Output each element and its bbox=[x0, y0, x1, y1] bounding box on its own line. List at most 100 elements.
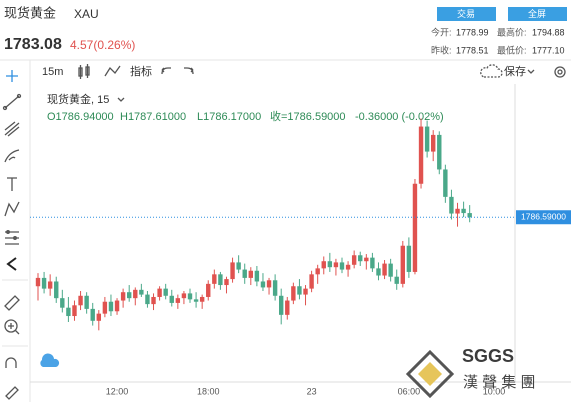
candle-body bbox=[212, 274, 217, 284]
fullscreen-button[interactable] bbox=[508, 7, 567, 21]
stat-value: 1794.88 bbox=[532, 27, 565, 37]
cloud-icon[interactable] bbox=[480, 64, 503, 78]
candle-body bbox=[236, 262, 241, 270]
cloud-badge bbox=[40, 353, 60, 367]
candle-body bbox=[133, 289, 138, 299]
stat-value: 1778.99 bbox=[456, 27, 489, 37]
candle-body bbox=[315, 268, 320, 275]
title-menu[interactable] bbox=[117, 97, 125, 102]
candle-body bbox=[291, 286, 296, 301]
candle-body bbox=[351, 255, 357, 265]
candle-body bbox=[206, 283, 211, 297]
candle-body bbox=[455, 208, 460, 214]
candle-body bbox=[66, 307, 71, 317]
fullscreen-button-label[interactable]: 全屏 bbox=[528, 8, 546, 19]
candle-body bbox=[260, 281, 266, 288]
candle-body bbox=[345, 264, 351, 270]
save-menu[interactable] bbox=[527, 69, 535, 74]
stat-value: 1777.10 bbox=[532, 45, 565, 55]
settings-button-center bbox=[557, 69, 563, 75]
redo-button[interactable] bbox=[184, 67, 194, 75]
candle-body bbox=[443, 169, 448, 197]
symbol-name: 现货黄金 bbox=[4, 5, 56, 20]
candle-body bbox=[102, 301, 108, 314]
save-button[interactable]: 保存 bbox=[504, 64, 526, 78]
candle-body bbox=[78, 295, 83, 306]
candle-body bbox=[327, 261, 333, 268]
candle-body bbox=[449, 196, 454, 214]
candle-body bbox=[145, 294, 150, 305]
candle-body bbox=[72, 305, 77, 317]
candle-body bbox=[467, 213, 472, 218]
ohlc-legend: O1786.94000 H1787.61000 L1786.17000 收=1786.… bbox=[47, 109, 444, 123]
candle-body bbox=[169, 295, 174, 303]
candle-body bbox=[394, 276, 399, 284]
interval-button[interactable]: 15m bbox=[42, 66, 63, 78]
x-tick-label: 23 bbox=[307, 386, 317, 396]
undo-button[interactable] bbox=[161, 67, 171, 75]
candle-body bbox=[321, 261, 326, 269]
candle-body bbox=[266, 280, 272, 288]
indicators-button[interactable]: 指标 bbox=[130, 64, 152, 78]
last-price-label: 1786.59000 bbox=[521, 211, 566, 221]
candle-body bbox=[406, 245, 412, 272]
candle-body bbox=[437, 134, 442, 170]
candle-body bbox=[382, 263, 387, 276]
candle-body bbox=[424, 126, 430, 152]
candle-body bbox=[272, 280, 278, 296]
legend-value: -0.36000 (-0.02%) bbox=[355, 111, 444, 123]
x-tick-label: 10:00 bbox=[483, 386, 506, 396]
candle-body bbox=[254, 270, 260, 282]
candle-body bbox=[84, 295, 89, 309]
watermark-company: 漢 聲 集 團 bbox=[463, 374, 536, 391]
candle-body bbox=[157, 288, 162, 297]
candle-body bbox=[181, 293, 187, 299]
candle-body bbox=[339, 262, 345, 270]
candle-body bbox=[187, 293, 193, 300]
candle-body bbox=[139, 289, 144, 295]
stat-value: 1778.51 bbox=[456, 45, 489, 55]
candle-body bbox=[431, 134, 436, 152]
x-tick-label: 12:00 bbox=[106, 386, 129, 396]
candle-body bbox=[47, 281, 53, 289]
trade-button[interactable] bbox=[437, 7, 496, 21]
candle-body bbox=[108, 301, 114, 312]
stat-label: 昨收: bbox=[431, 44, 452, 55]
candle-body bbox=[242, 269, 247, 278]
stat-label: 今开: bbox=[431, 26, 452, 37]
candle-body bbox=[358, 255, 363, 262]
drawing-tools[interactable] bbox=[2, 70, 22, 400]
candle-body bbox=[175, 298, 181, 303]
symbol-code: XAU bbox=[74, 7, 99, 21]
settings-button[interactable] bbox=[554, 66, 566, 78]
trade-button-label[interactable]: 交易 bbox=[457, 8, 475, 19]
candle-body bbox=[230, 262, 235, 280]
candle-body bbox=[412, 183, 418, 272]
legend-value: 收=1786.59000 bbox=[270, 109, 346, 123]
x-tick-label: 06:00 bbox=[398, 386, 421, 396]
legend-value: H1787.61000 bbox=[120, 111, 186, 123]
candle-body bbox=[163, 288, 168, 296]
candle-body bbox=[376, 268, 381, 276]
chart-title: 现货黄金, 15 bbox=[47, 92, 109, 106]
candle-body bbox=[309, 274, 314, 289]
candle-body bbox=[400, 245, 405, 284]
candle-body bbox=[333, 262, 339, 268]
chart-type-button[interactable] bbox=[78, 64, 90, 79]
indicators-icon[interactable] bbox=[104, 65, 121, 77]
candle-body bbox=[279, 295, 284, 315]
legend-value: O1786.94000 bbox=[47, 111, 114, 123]
candle-body bbox=[96, 313, 101, 321]
candle-body bbox=[193, 299, 199, 302]
candle-body bbox=[151, 296, 156, 305]
candle-body bbox=[120, 292, 126, 301]
candle-body bbox=[303, 288, 308, 295]
candle-body bbox=[90, 308, 95, 321]
candle-body bbox=[248, 270, 253, 278]
watermark: SGGS 漢 聲 集 團 bbox=[405, 346, 536, 399]
candle-body bbox=[364, 257, 369, 262]
candle-body bbox=[224, 279, 229, 286]
candle-body bbox=[54, 281, 59, 299]
candle-body bbox=[218, 274, 223, 286]
